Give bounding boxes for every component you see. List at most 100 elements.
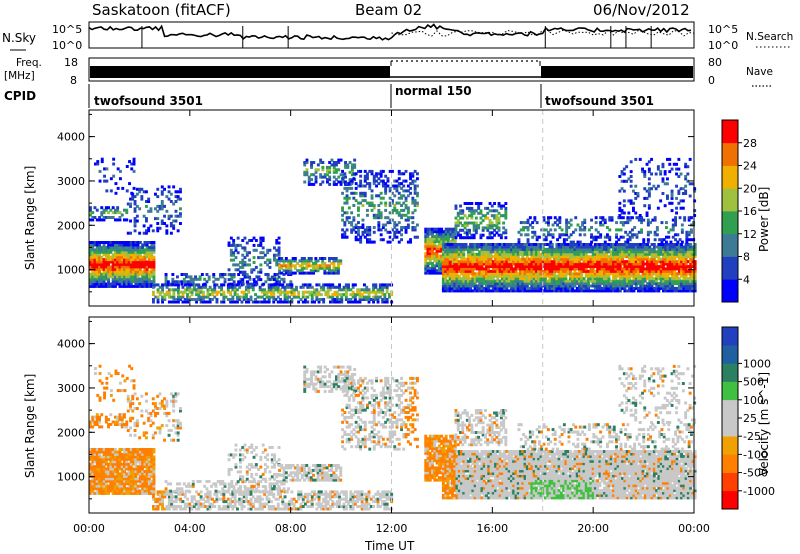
heatmap-cell xyxy=(598,279,602,283)
heatmap-cell xyxy=(442,237,446,241)
heatmap-cell xyxy=(526,240,530,244)
heatmap-cell xyxy=(671,257,674,261)
heatmap-cell xyxy=(497,202,501,205)
heatmap-cell xyxy=(352,216,356,220)
heatmap-cell xyxy=(343,235,347,239)
heatmap-cell xyxy=(268,258,272,262)
heatmap-cell xyxy=(639,284,643,288)
heatmap-cell xyxy=(397,172,401,176)
heatmap-cell xyxy=(564,243,568,246)
heatmap-cell xyxy=(584,260,588,264)
heatmap-cell xyxy=(96,162,100,166)
heatmap-cell xyxy=(634,192,638,195)
heatmap-cell xyxy=(460,257,463,261)
heatmap-cell xyxy=(416,191,419,195)
heatmap-cell xyxy=(100,248,104,252)
heatmap-cell xyxy=(498,279,502,283)
heatmap-cell xyxy=(459,236,462,240)
heatmap-cell xyxy=(447,227,450,231)
heatmap-cell xyxy=(480,289,484,293)
heatmap-cell xyxy=(598,269,602,273)
heatmap-cell xyxy=(105,179,109,183)
heatmap-cell xyxy=(562,250,566,254)
heatmap-cell xyxy=(469,286,472,290)
heatmap-cell xyxy=(621,255,624,259)
heatmap-cell xyxy=(249,285,253,289)
heatmap-cell xyxy=(189,275,193,279)
heatmap-cell xyxy=(98,250,101,254)
heatmap-cell xyxy=(466,274,470,278)
heatmap-cell xyxy=(664,245,668,249)
heatmap-cell xyxy=(578,265,581,268)
heatmap-cell xyxy=(241,246,245,250)
heatmap-cell xyxy=(455,257,459,261)
heatmap-cell xyxy=(379,201,383,205)
heatmap-cell xyxy=(557,252,561,256)
heatmap-cell xyxy=(182,277,186,281)
heatmap-cell xyxy=(145,250,149,254)
heatmap-cell xyxy=(247,300,251,304)
heatmap-cell xyxy=(641,274,645,278)
heatmap-cell xyxy=(222,290,226,294)
heatmap-cell xyxy=(525,262,529,266)
heatmap-cell xyxy=(426,257,430,260)
heatmap-cell xyxy=(348,161,352,164)
heatmap-cell xyxy=(406,208,410,212)
heatmap-cell xyxy=(489,265,493,268)
heatmap-cell xyxy=(587,243,590,246)
heatmap-cell xyxy=(448,279,452,283)
heatmap-cell xyxy=(571,247,575,251)
heatmap-cell xyxy=(284,259,288,263)
heatmap-cell xyxy=(156,217,160,221)
heatmap-cell xyxy=(571,265,575,268)
heatmap-cell xyxy=(129,267,133,271)
heatmap-cell xyxy=(530,279,534,283)
heatmap-cell xyxy=(123,218,126,222)
heatmap-cell xyxy=(350,211,354,215)
heatmap-cell xyxy=(691,277,695,281)
heatmap-cell xyxy=(176,275,179,279)
heatmap-cell xyxy=(251,288,255,292)
heatmap-cell xyxy=(464,272,468,276)
heatmap-cell xyxy=(629,199,633,203)
heatmap-cell xyxy=(500,255,504,259)
heatmap-cell xyxy=(462,252,466,256)
heatmap-cell xyxy=(519,228,523,232)
heatmap-cell xyxy=(486,206,490,210)
heatmap-cell xyxy=(525,286,529,290)
heatmap-cell xyxy=(125,277,129,281)
heatmap-cell xyxy=(462,267,466,271)
heatmap-cell xyxy=(637,269,640,273)
heatmap-cell xyxy=(497,204,501,208)
heatmap-cell xyxy=(580,284,584,288)
heatmap-cell xyxy=(402,213,406,217)
heatmap-cell xyxy=(612,262,615,266)
heatmap-cell xyxy=(165,285,169,289)
heatmap-cell xyxy=(630,274,634,278)
heatmap-cell xyxy=(664,279,668,283)
heatmap-cell xyxy=(680,257,683,261)
heatmap-cell xyxy=(684,282,688,286)
heatmap-cell xyxy=(424,237,428,241)
heatmap-cell xyxy=(277,241,281,245)
heatmap-cell xyxy=(340,300,344,304)
heatmap-cell xyxy=(416,172,419,176)
heatmap-cell xyxy=(315,295,319,299)
heatmap-cell xyxy=(589,247,593,251)
heatmap-cell xyxy=(643,286,647,290)
heatmap-cell xyxy=(609,250,613,254)
heatmap-cell xyxy=(145,260,149,264)
heatmap-cell xyxy=(366,213,369,217)
heatmap-cell xyxy=(386,221,390,225)
heatmap-cell xyxy=(503,267,507,271)
heatmap-cell xyxy=(338,298,341,301)
heatmap-cell xyxy=(111,206,115,210)
heatmap-cell xyxy=(89,284,92,288)
heatmap-cell xyxy=(648,250,652,254)
heatmap-cell xyxy=(359,226,363,229)
heatmap-cell xyxy=(531,226,535,229)
heatmap-cell xyxy=(426,266,430,270)
heatmap-cell xyxy=(542,218,546,222)
heatmap-cell xyxy=(594,235,598,239)
heatmap-cell xyxy=(456,221,460,225)
